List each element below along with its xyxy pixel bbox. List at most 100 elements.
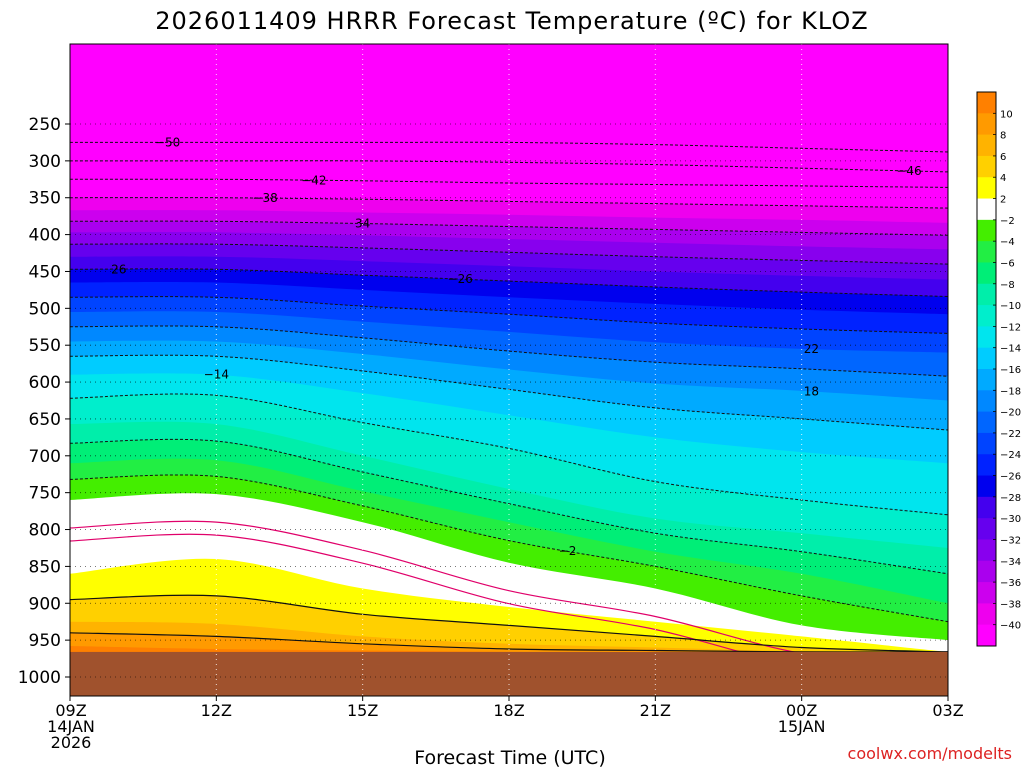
colorbar-swatch xyxy=(977,198,996,221)
x-tick-label: 14JAN xyxy=(47,717,95,736)
contour-label: −2 xyxy=(559,544,577,558)
y-tick-label: 350 xyxy=(29,189,61,209)
contour-label: −46 xyxy=(896,164,921,178)
colorbar-swatch xyxy=(977,369,996,391)
colorbar-label: 6 xyxy=(1000,152,1006,163)
chart-title: 2026011409 HRRR Forecast Temperature (ºC… xyxy=(155,7,869,35)
y-tick-label: 750 xyxy=(29,484,61,504)
axes: 250 300 350 400 450 500 550 600 650 700 750 800 850 9… xyxy=(18,43,964,752)
y-tick-label: 450 xyxy=(29,262,61,282)
y-tick-label: 600 xyxy=(29,373,61,393)
x-tick-label: 12Z xyxy=(201,701,232,720)
colorbar-swatch xyxy=(977,262,996,285)
y-tick-label: 850 xyxy=(29,557,61,577)
colorbar-label: −32 xyxy=(1000,535,1021,546)
dashed-isotherm xyxy=(70,160,948,173)
colorbar-label: −2 xyxy=(1000,216,1015,227)
colorbar-swatch xyxy=(977,496,996,519)
x-tick-label: 00Z xyxy=(786,701,817,720)
y-tick-label: 400 xyxy=(29,226,61,246)
contour-label: 26 xyxy=(111,262,126,276)
x-tick-label: 15JAN xyxy=(778,717,826,736)
colorbar-label: −6 xyxy=(1000,258,1015,269)
plot-area: −50 −42 −38 34 26 −26 22 −14 18 −2 −46 xyxy=(70,44,948,696)
colorbar-swatch xyxy=(977,155,996,178)
y-tick-label: 900 xyxy=(29,594,61,614)
colorbar-swatch xyxy=(977,92,996,114)
y-tick-label: 250 xyxy=(29,115,61,135)
colorbar-label: 2 xyxy=(1000,195,1006,206)
dashed-isotherm xyxy=(70,220,948,236)
colorbar-swatch xyxy=(977,134,996,157)
colorbar-swatch xyxy=(977,432,996,455)
y-tick-label: 700 xyxy=(29,447,61,467)
y-tick-label: 800 xyxy=(29,521,61,541)
colorbar-label: −16 xyxy=(1000,365,1021,376)
colorbar-label: −18 xyxy=(1000,386,1021,397)
field-group: −50 −42 −38 34 26 −26 22 −14 18 −2 −46 xyxy=(70,44,948,696)
colorbar-label: −20 xyxy=(1000,408,1021,419)
y-tick-label: 650 xyxy=(29,410,61,430)
colorbar-label: −8 xyxy=(1000,280,1015,291)
colorbar-label: −28 xyxy=(1000,493,1021,504)
y-tick-label: 500 xyxy=(29,299,61,319)
x-tick-label: 09Z xyxy=(55,701,86,720)
colorbar-swatch xyxy=(977,241,996,263)
contour-label: 34 xyxy=(355,217,370,231)
contour-label: −14 xyxy=(204,368,229,382)
colorbar-label: −30 xyxy=(1000,514,1021,525)
x-axis-label: Forecast Time (UTC) xyxy=(414,747,605,768)
x-tick-label: 21Z xyxy=(640,701,671,720)
dashed-isotherm xyxy=(70,141,948,153)
colorbar-label: −24 xyxy=(1000,450,1021,461)
colorbar-swatch xyxy=(977,454,996,477)
colorbar-swatch xyxy=(977,475,996,498)
contour-label: −50 xyxy=(155,135,180,149)
colorbar-swatch xyxy=(977,113,996,136)
colorbar-label: −10 xyxy=(1000,301,1021,312)
colorbar: 10 8 6 4 2 −2 −4 −6 −8 −10 −12 −14 −16 −18 −20 −22 −24 −2… xyxy=(976,91,1021,647)
x-tick-label: 2026 xyxy=(51,733,92,752)
colorbar-label: −36 xyxy=(1000,578,1021,589)
colorbar-label: 10 xyxy=(1000,109,1013,120)
dashed-isotherm xyxy=(70,438,948,575)
colorbar-swatch xyxy=(977,539,996,562)
x-tick-label: 03Z xyxy=(932,701,963,720)
colorbar-swatch xyxy=(977,582,996,604)
colorbar-swatch xyxy=(977,177,996,200)
colorbar-swatch xyxy=(977,283,996,306)
dashed-isotherm xyxy=(70,325,948,377)
colorbar-label: −14 xyxy=(1000,344,1021,355)
solid-isotherm xyxy=(70,594,948,653)
contour-label: 22 xyxy=(804,342,819,356)
colorbar-swatch xyxy=(977,347,996,370)
colorbar-label: −38 xyxy=(1000,599,1021,610)
dashed-isotherm xyxy=(70,197,948,209)
colorbar-label: 8 xyxy=(1000,131,1006,142)
colorbar-swatch xyxy=(977,603,996,626)
y-tick-label: 1000 xyxy=(18,668,61,688)
colorbar-label: −4 xyxy=(1000,237,1015,248)
colorbar-swatch xyxy=(977,390,996,413)
colorbar-label: −40 xyxy=(1000,621,1021,632)
contour-label: −26 xyxy=(448,272,473,286)
contour-label: −38 xyxy=(252,191,277,205)
colorbar-swatch xyxy=(977,326,996,349)
x-tick-label: 18Z xyxy=(493,701,524,720)
colorbar-swatch xyxy=(977,411,996,434)
colorbar-swatch xyxy=(977,219,996,242)
colorbar-label: −22 xyxy=(1000,429,1021,440)
colorbar-swatch xyxy=(977,560,996,583)
y-tick-label: 950 xyxy=(29,631,61,651)
colorbar-label: −12 xyxy=(1000,322,1021,333)
colorbar-label: −26 xyxy=(1000,472,1021,483)
y-tick-label: 300 xyxy=(29,152,61,172)
colorbar-swatch xyxy=(977,518,996,540)
contour-label: 18 xyxy=(804,385,819,399)
colorbar-swatch xyxy=(977,624,996,647)
colorbar-label: −34 xyxy=(1000,557,1021,568)
colorbar-swatch xyxy=(977,305,996,327)
credit-text[interactable]: coolwx.com/modelts xyxy=(848,744,1012,763)
y-tick-label: 550 xyxy=(29,336,61,356)
